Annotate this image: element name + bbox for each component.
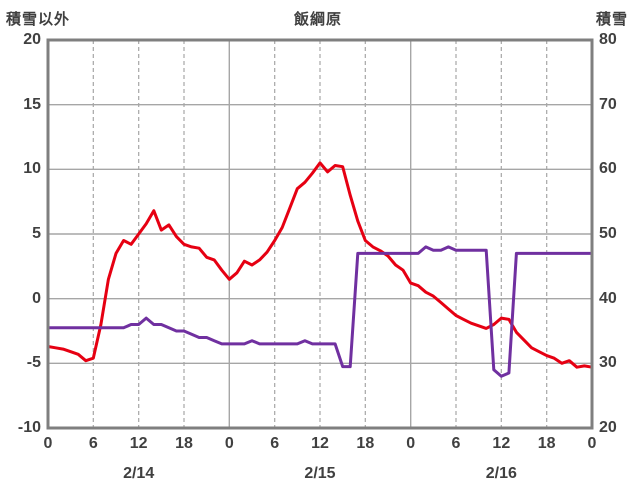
left-axis-title: 積雪以外 bbox=[6, 11, 71, 28]
red-series-line bbox=[46, 161, 594, 369]
purple-series-line bbox=[46, 245, 594, 378]
right-axis-title: 積雪 bbox=[595, 11, 628, 28]
plot-border bbox=[46, 38, 594, 430]
chart-title: 飯綱原 bbox=[293, 11, 342, 28]
